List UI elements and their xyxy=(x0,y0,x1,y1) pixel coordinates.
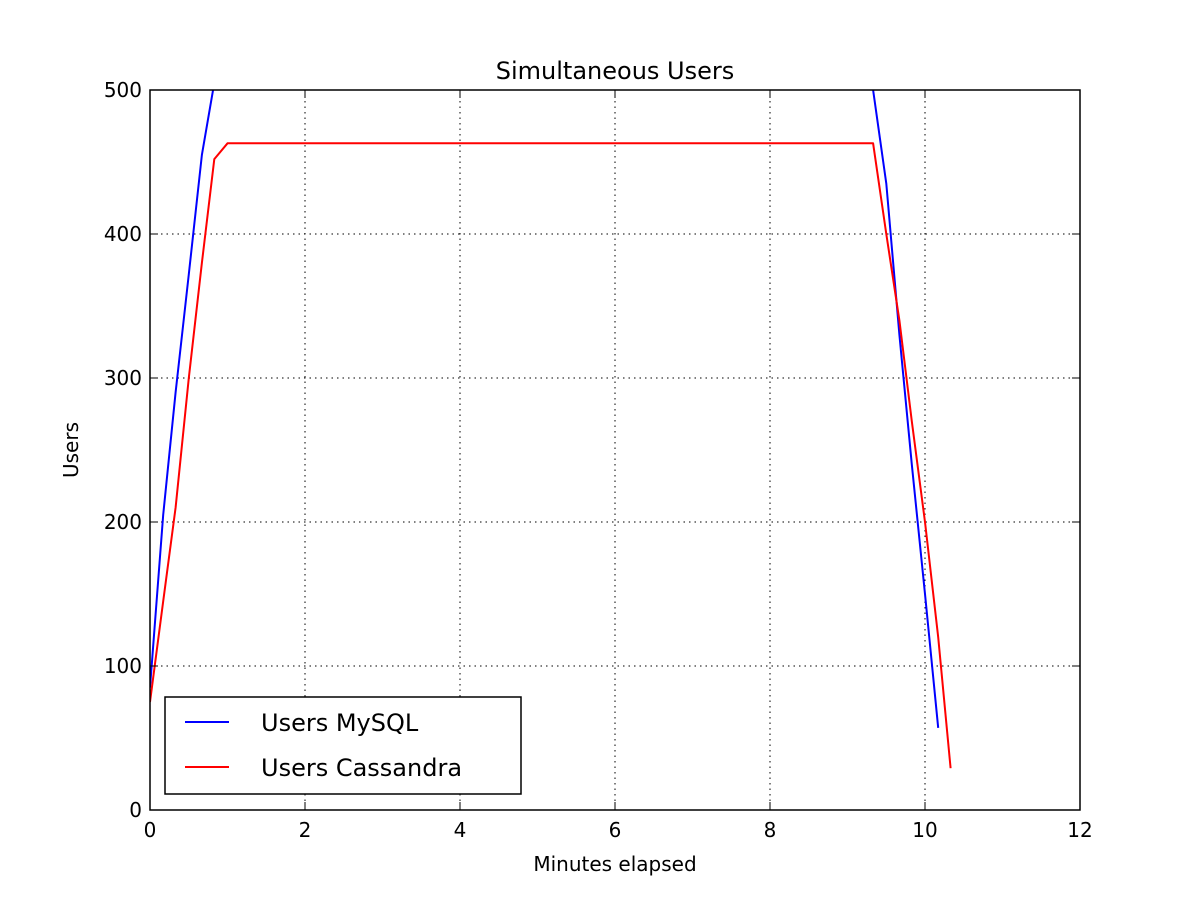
y-tick-label: 500 xyxy=(104,78,142,102)
series-lines xyxy=(150,90,952,769)
x-axis-title: Minutes elapsed xyxy=(533,852,696,876)
y-tick-label: 100 xyxy=(104,654,142,678)
legend: Users MySQL Users Cassandra xyxy=(164,696,522,795)
legend-label-cassandra: Users Cassandra xyxy=(261,754,462,782)
y-tick-label: 300 xyxy=(104,366,142,390)
axis-ticks: 0 2 4 6 8 10 12 0 100 200 300 400 500 xyxy=(104,78,1093,842)
y-tick-label: 400 xyxy=(104,222,142,246)
y-tick-label: 0 xyxy=(129,798,142,822)
x-tick-label: 6 xyxy=(609,818,622,842)
series-line-users-cassandra xyxy=(150,142,952,769)
x-tick-label: 4 xyxy=(454,818,467,842)
x-tick-label: 8 xyxy=(764,818,777,842)
y-tick-label: 200 xyxy=(104,510,142,534)
series-line-users-mysql xyxy=(150,90,940,728)
x-tick-label: 12 xyxy=(1067,818,1092,842)
x-tick-label: 10 xyxy=(912,818,937,842)
grid-lines xyxy=(150,90,1080,810)
x-tick-label: 0 xyxy=(144,818,157,842)
x-tick-label: 2 xyxy=(299,818,312,842)
chart-title: Simultaneous Users xyxy=(496,57,735,85)
legend-label-mysql: Users MySQL xyxy=(261,709,419,737)
legend-frame xyxy=(164,696,522,795)
y-axis-title: Users xyxy=(59,422,83,478)
